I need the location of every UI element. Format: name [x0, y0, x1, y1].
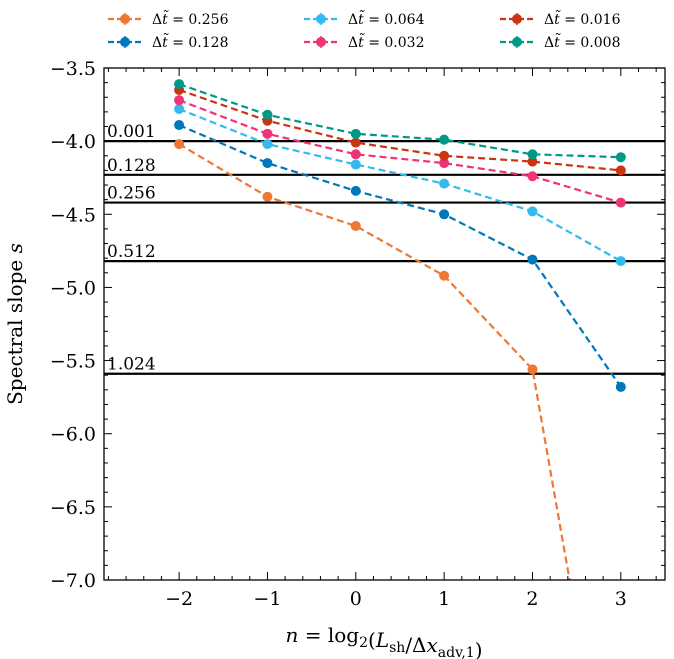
data-point	[439, 158, 450, 169]
legend-marker	[120, 14, 130, 24]
y-tick-label: −6.5	[50, 497, 96, 519]
x-tick-label: −2	[165, 588, 193, 610]
x-tick-label: −1	[253, 588, 281, 610]
data-point	[527, 171, 538, 182]
series-3	[174, 95, 626, 208]
legend-label: Δt̃ = 0.032	[348, 32, 424, 51]
legend-label: Δt̃ = 0.128	[152, 32, 228, 51]
data-point	[439, 270, 450, 281]
series-5	[174, 79, 626, 163]
data-point	[174, 95, 185, 106]
data-point	[527, 149, 538, 160]
plot-frame	[103, 67, 666, 581]
series-layer	[174, 79, 626, 580]
legend-item-2: Δt̃ = 0.064	[304, 9, 425, 28]
series-0	[174, 139, 571, 580]
series-line	[178, 143, 571, 580]
legend-marker	[512, 14, 522, 24]
data-point	[615, 152, 626, 163]
y-tick-label: −4.0	[50, 131, 96, 153]
legend: Δt̃ = 0.256 Δt̃ = 0.128 Δt̃ = 0.064 Δt̃ = 0…	[108, 9, 621, 51]
legend-marker	[512, 37, 522, 47]
data-point	[174, 103, 185, 114]
data-point	[262, 158, 273, 169]
y-tick-label: −4.5	[50, 204, 96, 226]
legend-marker	[120, 37, 130, 47]
y-tick-label: −7.0	[50, 570, 96, 592]
data-point	[262, 128, 273, 139]
reference-line-label: 0.001	[107, 122, 156, 142]
legend-item-0: Δt̃ = 0.256	[108, 9, 229, 28]
series-line	[178, 107, 622, 263]
series-line	[178, 124, 622, 388]
reference-line-label: 0.256	[107, 184, 156, 204]
legend-item-3: Δt̃ = 0.032	[304, 32, 424, 51]
data-point	[615, 381, 626, 392]
data-point	[350, 185, 361, 196]
legend-item-5: Δt̃ = 0.008	[500, 32, 620, 51]
legend-item-1: Δt̃ = 0.128	[108, 32, 228, 51]
data-point	[439, 209, 450, 220]
x-tick-label: 0	[350, 588, 362, 610]
series-line	[178, 83, 621, 159]
data-point	[439, 150, 450, 161]
data-point	[527, 206, 538, 217]
data-point	[350, 220, 361, 231]
data-point	[439, 178, 450, 189]
data-point	[262, 191, 273, 202]
data-point	[174, 139, 185, 150]
data-point	[615, 165, 626, 176]
legend-marker	[316, 14, 326, 24]
reference-lines: 0.001 0.128 0.256 0.512 1.024	[104, 122, 665, 375]
data-point	[350, 128, 361, 139]
data-point	[350, 159, 361, 170]
series-1	[174, 120, 626, 392]
data-point	[174, 79, 185, 90]
legend-label: Δt̃ = 0.008	[544, 32, 620, 51]
data-point	[615, 197, 626, 208]
reference-line-label: 0.512	[107, 242, 156, 262]
legend-label: Δt̃ = 0.016	[544, 9, 621, 28]
axis-ticks: −2 −1 0 1 2 3 −3.5 −4.0 −4.5 −5.0 −5.5 −6.0 −6.5 −7.0	[50, 58, 665, 610]
series-line	[178, 99, 622, 204]
legend-marker	[316, 37, 326, 47]
series-clip-group	[174, 79, 626, 580]
data-point	[350, 137, 361, 148]
x-axis-label: n = log2(Lsh/Δxadv,1)	[285, 623, 482, 659]
data-point	[527, 364, 538, 375]
data-point	[262, 139, 273, 150]
data-point	[439, 134, 450, 145]
legend-item-4: Δt̃ = 0.016	[500, 9, 621, 28]
series-2	[174, 103, 626, 267]
data-point	[174, 120, 185, 131]
y-axis-label: Spectral slope s	[3, 243, 27, 405]
series-line	[178, 88, 621, 172]
x-tick-label: 1	[438, 588, 450, 610]
reference-line-label: 1.024	[107, 355, 156, 375]
data-point	[527, 156, 538, 167]
x-tick-label: 3	[615, 588, 627, 610]
data-point	[527, 254, 538, 265]
data-point	[350, 149, 361, 160]
y-tick-label: −5.0	[50, 277, 96, 299]
legend-label: Δt̃ = 0.064	[348, 9, 425, 28]
legend-label: Δt̃ = 0.256	[152, 9, 229, 28]
y-tick-label: −3.5	[50, 58, 96, 80]
y-tick-label: −5.5	[50, 351, 96, 373]
y-tick-label: −6.0	[50, 424, 96, 446]
series-4	[174, 84, 626, 176]
reference-line-label: 0.128	[107, 156, 156, 176]
data-point	[262, 109, 273, 120]
data-point	[615, 256, 626, 267]
x-tick-label: 2	[526, 588, 538, 610]
